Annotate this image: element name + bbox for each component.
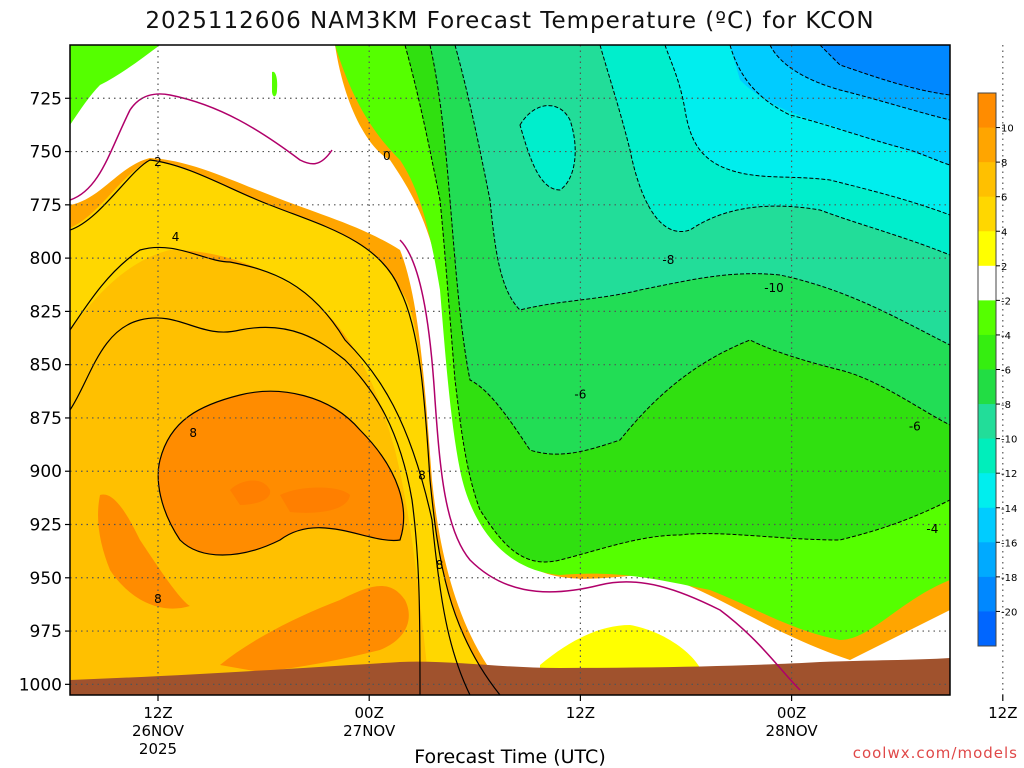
y-tick-label: 850 xyxy=(30,356,62,376)
colorbar-label: -20 xyxy=(1001,607,1017,618)
y-tick-label: 725 xyxy=(30,89,62,109)
colorbar-label: -4 xyxy=(1001,331,1011,342)
contour-minus12 xyxy=(664,45,950,216)
colorbar-label: 6 xyxy=(1001,193,1007,204)
colorbar: 10 8 6 4 2 -2 -4 -6 -8 -10 -12 -14 -16 -18 -20 xyxy=(977,92,1017,647)
colorbar-swatch xyxy=(978,576,996,612)
colorbar-swatch xyxy=(978,127,996,163)
contour-minus6 xyxy=(429,45,950,455)
y-tick-label: 875 xyxy=(30,409,62,429)
temp-patch-green-small xyxy=(272,71,278,97)
colorbar-swatch xyxy=(978,438,996,474)
ground-surface xyxy=(70,658,950,695)
colorbar-label: 10 xyxy=(1001,124,1014,135)
colorbar-swatch xyxy=(978,473,996,509)
y-tick-label: 925 xyxy=(30,516,62,536)
x-axis-label: Forecast Time (UTC) xyxy=(414,746,605,768)
temp-core-10-a xyxy=(230,480,271,505)
contour-label: 0 xyxy=(383,149,391,163)
temp-core-10-b xyxy=(280,487,350,513)
contour-8c xyxy=(157,390,405,556)
x-tick-time: 12Z xyxy=(988,704,1017,722)
temp-core-8-low xyxy=(220,586,409,672)
contour-label: 8 xyxy=(189,426,197,440)
colorbar-swatch xyxy=(978,404,996,440)
temp-core-8-left xyxy=(98,494,190,609)
temp-patch-green-left xyxy=(70,45,160,125)
contour-0c xyxy=(70,93,333,201)
colorbar-label: 8 xyxy=(1001,158,1007,169)
x-tick-time: 00Z xyxy=(777,704,806,722)
grid-lines xyxy=(70,45,1004,695)
colorbar-swatch xyxy=(978,162,996,198)
contour-label: 8 xyxy=(154,592,162,606)
colorbar-swatch xyxy=(978,369,996,405)
colorbar-label: -2 xyxy=(1001,296,1011,307)
chart-title: 2025112606 NAM3KM Forecast Temperature (… xyxy=(145,8,874,34)
colorbar-label: 2 xyxy=(1001,262,1007,273)
contour-6c xyxy=(70,317,421,695)
contour-label: 4 xyxy=(172,230,180,244)
colorbar-label: -10 xyxy=(1001,435,1017,446)
contour-label: -4 xyxy=(926,522,938,536)
colorbar-swatch xyxy=(978,265,996,301)
temp-region-0-2-left xyxy=(70,45,950,695)
colorbar-label: -16 xyxy=(1001,538,1017,549)
colorbar-label: 4 xyxy=(1001,227,1007,238)
contour-labels: 0 2 4 8 8 8 8 -6 -8 -10 -6 -4 xyxy=(154,149,938,606)
colorbar-swatch xyxy=(978,334,996,370)
plot-frame xyxy=(69,44,951,696)
x-tick-time: 12Z xyxy=(143,704,172,722)
contour-minus10-pocket xyxy=(519,105,576,191)
contour-label: -8 xyxy=(662,253,674,267)
x-tick-date: 26NOV xyxy=(132,722,185,740)
contour-minus4 xyxy=(404,45,950,563)
y-tick-label: 950 xyxy=(30,569,62,589)
colorbar-swatch xyxy=(978,507,996,543)
contour-0c-right xyxy=(399,239,801,691)
colorbar-swatch xyxy=(978,611,996,647)
temp-core-8-center xyxy=(158,391,404,555)
y-axis: 725 750 775 800 825 850 875 900 925 950 975 1000 xyxy=(19,89,70,695)
temp-region-minus18-minus20 xyxy=(820,45,950,95)
contour-label: 2 xyxy=(154,155,162,169)
x-tick-date: 27NOV xyxy=(343,722,396,740)
colorbar-label: -12 xyxy=(1001,469,1017,480)
y-tick-label: 975 xyxy=(30,622,62,642)
contour-minus16 xyxy=(769,45,950,121)
contour-label: 8 xyxy=(418,468,426,482)
y-tick-label: 750 xyxy=(30,143,62,163)
contour-minus14 xyxy=(729,45,950,166)
temp-region-2-4 xyxy=(70,160,500,695)
temperature-fill xyxy=(70,45,950,695)
colorbar-label: -8 xyxy=(1001,400,1011,411)
credit-link[interactable]: coolwx.com/models xyxy=(853,744,1018,762)
colorbar-label: -18 xyxy=(1001,573,1017,584)
colorbar-label: -6 xyxy=(1001,366,1011,377)
x-tick-year: 2025 xyxy=(139,740,177,758)
contour-label: 8 xyxy=(436,558,444,572)
colorbar-swatch xyxy=(978,93,996,129)
y-tick-label: 800 xyxy=(30,249,62,269)
x-tick-time: 12Z xyxy=(566,704,595,722)
contour-minus8 xyxy=(454,45,950,346)
y-tick-label: 775 xyxy=(30,196,62,216)
contour-label: -6 xyxy=(574,388,586,402)
colorbar-swatch xyxy=(978,300,996,336)
y-tick-label: 900 xyxy=(30,462,62,482)
x-tick-time: 00Z xyxy=(355,704,384,722)
x-tick-date: 28NOV xyxy=(766,722,819,740)
contour-minus18 xyxy=(819,45,950,96)
y-tick-label: 1000 xyxy=(19,675,62,695)
y-tick-label: 825 xyxy=(30,302,62,322)
colorbar-swatch xyxy=(978,542,996,578)
contour-label: -10 xyxy=(764,281,784,295)
contour-minus10 xyxy=(599,45,950,256)
colorbar-swatch xyxy=(978,196,996,232)
contour-label: -6 xyxy=(909,419,921,433)
colorbar-label: -14 xyxy=(1001,504,1017,515)
colorbar-swatch xyxy=(978,231,996,267)
